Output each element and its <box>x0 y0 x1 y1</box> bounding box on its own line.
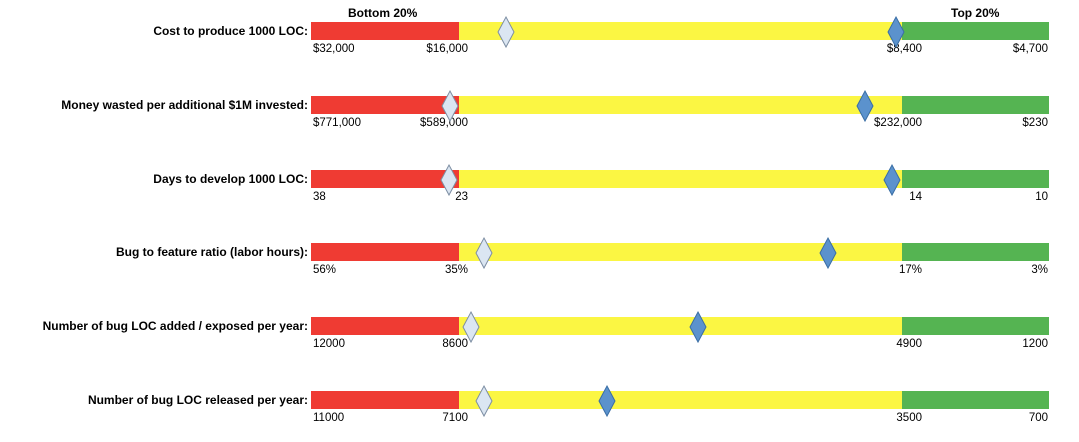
row-4-middle-band-bar <box>459 243 902 261</box>
row-1-marker-dark <box>887 15 905 49</box>
row-6-marker-light <box>475 384 493 418</box>
row-6-top-band-bar <box>902 391 1049 409</box>
row-5-marker-light <box>462 310 480 344</box>
row-5-marker-dark <box>689 310 708 344</box>
row-1-label: Cost to produce 1000 LOC: <box>153 24 308 38</box>
row-3-top-band-bar <box>902 170 1049 188</box>
row-4-label: Bug to feature ratio (labor hours): <box>116 245 308 259</box>
row-5-top-band-bar <box>902 317 1049 335</box>
row-1-bottom-band-bar <box>311 22 459 40</box>
row-4-tick-1: 56% <box>313 264 337 276</box>
row-3-label: Days to develop 1000 LOC: <box>153 172 308 186</box>
bottom-band-label: Bottom 20% <box>348 6 418 20</box>
row-6-tick-4: 700 <box>1028 412 1048 424</box>
row-2-top-band-bar <box>902 96 1049 114</box>
row-2-tick-2: $589,000 <box>420 117 468 129</box>
row-2-marker-light <box>441 89 459 123</box>
row-3-marker-dark <box>883 163 901 197</box>
row-2-tick-1: $771,000 <box>313 117 361 129</box>
row-1-tick-1: $32,000 <box>313 43 355 55</box>
row-4-marker-dark <box>819 236 837 270</box>
row-6-bottom-band-bar <box>311 391 459 409</box>
row-2-label: Money wasted per additional $1M invested… <box>61 98 308 112</box>
row-2-marker-dark <box>856 89 874 123</box>
row-4-top-band-bar <box>902 243 1049 261</box>
row-5-tick-3: 4900 <box>896 338 922 350</box>
row-5-tick-1: 12000 <box>313 338 345 350</box>
row-5-tick-2: 8600 <box>442 338 468 350</box>
row-1-tick-4: $4,700 <box>1012 43 1048 55</box>
row-2-tick-3: $232,000 <box>874 117 922 129</box>
row-6-tick-2: 7100 <box>442 412 468 424</box>
row-3-tick-2: 23 <box>455 191 468 203</box>
row-5-tick-4: 1200 <box>1022 338 1048 350</box>
row-1-middle-band-bar <box>459 22 902 40</box>
row-3-tick-1: 38 <box>313 191 326 203</box>
row-6-marker-dark <box>598 384 616 418</box>
row-6-middle-band-bar <box>459 391 902 409</box>
row-5-label: Number of bug LOC added / exposed per ye… <box>42 319 308 333</box>
row-4-tick-3: 17% <box>898 264 922 276</box>
row-6-tick-3: 3500 <box>896 412 922 424</box>
row-3-tick-3: 14 <box>909 191 922 203</box>
row-4-tick-2: 35% <box>444 264 468 276</box>
row-6-tick-1: 11000 <box>313 412 345 424</box>
row-2-middle-band-bar <box>459 96 902 114</box>
row-5-middle-band-bar <box>459 317 902 335</box>
row-4-tick-4: 3% <box>1031 264 1048 276</box>
row-6-label: Number of bug LOC released per year: <box>87 393 308 407</box>
row-2-bottom-band-bar <box>311 96 459 114</box>
row-2-tick-4: $230 <box>1022 117 1048 129</box>
row-3-tick-4: 10 <box>1035 191 1048 203</box>
top-band-label: Top 20% <box>951 6 1000 20</box>
row-4-bottom-band-bar <box>311 243 459 261</box>
row-3-marker-light <box>440 163 458 197</box>
row-3-middle-band-bar <box>459 170 902 188</box>
row-1-marker-light <box>497 15 515 49</box>
row-1-top-band-bar <box>902 22 1049 40</box>
row-3-bottom-band-bar <box>311 170 459 188</box>
row-5-bottom-band-bar <box>311 317 459 335</box>
row-1-tick-2: $16,000 <box>426 43 468 55</box>
row-4-marker-light <box>475 236 493 270</box>
